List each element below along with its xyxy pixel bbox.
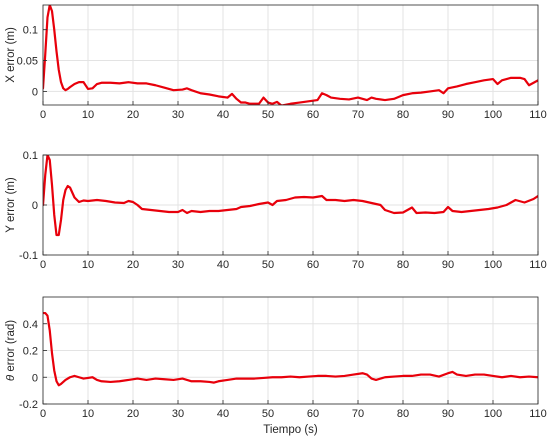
x-tick-label: 50 — [262, 408, 274, 420]
x-tick-label: 80 — [397, 259, 409, 271]
x-tick-label: 90 — [442, 109, 454, 121]
y-tick-label: 0.2 — [23, 346, 38, 358]
x-tick-label: 30 — [172, 259, 184, 271]
x-tick-label: 10 — [82, 259, 94, 271]
x-tick-label: 20 — [127, 408, 139, 420]
x-tick-label: 40 — [217, 408, 229, 420]
x-tick-label: 110 — [529, 408, 547, 420]
x-tick-label: 0 — [40, 109, 46, 121]
x-tick-label: 110 — [529, 109, 547, 121]
x-tick-label: 20 — [127, 259, 139, 271]
y-tick-label: -0.2 — [19, 399, 38, 411]
x-tick-label: 0 — [40, 408, 46, 420]
x-tick-label: 10 — [82, 109, 94, 121]
y-tick-label: 0.1 — [23, 150, 38, 162]
x-tick-label: 70 — [352, 259, 364, 271]
y-tick-label: 0 — [32, 86, 38, 98]
series-line-0 — [43, 155, 538, 237]
x-tick-label: 60 — [307, 259, 319, 271]
series-line-0 — [43, 311, 538, 387]
y-tick-label: 0 — [32, 200, 38, 212]
subplot-x-error: 0 10 20 30 40 50 60 70 80 90 100 110 0 0.05 0.1 X error… — [5, 4, 547, 121]
x-tick-label: 40 — [217, 109, 229, 121]
x-tick-label: 100 — [484, 109, 502, 121]
x-tick-label: 110 — [529, 259, 547, 271]
x-tick-label: 10 — [82, 408, 94, 420]
x-tick-label: 30 — [172, 109, 184, 121]
x-tick-label: 60 — [307, 109, 319, 121]
y-axis-label: X error (m) — [5, 27, 17, 83]
y-axis-label: θ error (rad) — [5, 320, 17, 381]
x-tick-label: 80 — [397, 408, 409, 420]
y-axis-label: Y error (m) — [5, 177, 17, 233]
x-tick-label: 80 — [397, 109, 409, 121]
y-tick-label: 0.4 — [23, 319, 38, 331]
axes-frame — [42, 4, 539, 106]
x-tick-label: 30 — [172, 408, 184, 420]
y-axis-label-text: error (rad) — [5, 320, 17, 375]
y-tick-label: -0.1 — [19, 250, 38, 262]
x-axis-label: Tiempo (s) — [263, 424, 318, 436]
x-tick-label: 50 — [262, 259, 274, 271]
y-tick-label: 0.05 — [17, 56, 38, 68]
subplot-y-error: 0 10 20 30 40 50 60 70 80 90 100 110-0.100.1Y error… — [5, 150, 547, 271]
subplot-theta-error: 0 10 20 30 40 50 60 70 80 90 100 110-0.200.20.4θ er… — [5, 296, 547, 436]
series-line-0 — [43, 5, 538, 105]
x-tick-label: 90 — [442, 408, 454, 420]
x-tick-label: 0 — [40, 259, 46, 271]
x-tick-label: 60 — [307, 408, 319, 420]
x-tick-label: 70 — [352, 408, 364, 420]
y-tick-label: 0 — [32, 372, 38, 384]
x-tick-label: 40 — [217, 259, 229, 271]
plot-area — [43, 5, 538, 105]
x-tick-label: 100 — [484, 259, 502, 271]
y-axis-label-symbol: θ — [5, 374, 17, 381]
y-tick-label: 0.1 — [23, 25, 38, 37]
x-tick-label: 90 — [442, 259, 454, 271]
x-tick-label: 70 — [352, 109, 364, 121]
x-tick-label: 100 — [484, 408, 502, 420]
x-tick-label: 20 — [127, 109, 139, 121]
x-tick-label: 50 — [262, 109, 274, 121]
